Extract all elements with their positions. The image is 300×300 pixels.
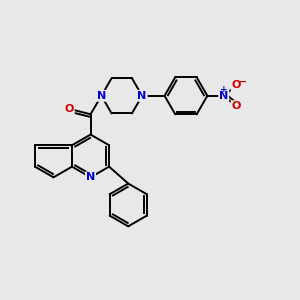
Text: O: O xyxy=(232,101,241,111)
Text: N: N xyxy=(219,91,228,101)
Text: N: N xyxy=(86,172,95,182)
Text: −: − xyxy=(239,77,247,87)
Text: O: O xyxy=(64,104,74,114)
Text: N: N xyxy=(137,91,147,101)
Text: N: N xyxy=(97,91,106,101)
Text: O: O xyxy=(232,80,241,90)
Text: +: + xyxy=(220,85,227,94)
